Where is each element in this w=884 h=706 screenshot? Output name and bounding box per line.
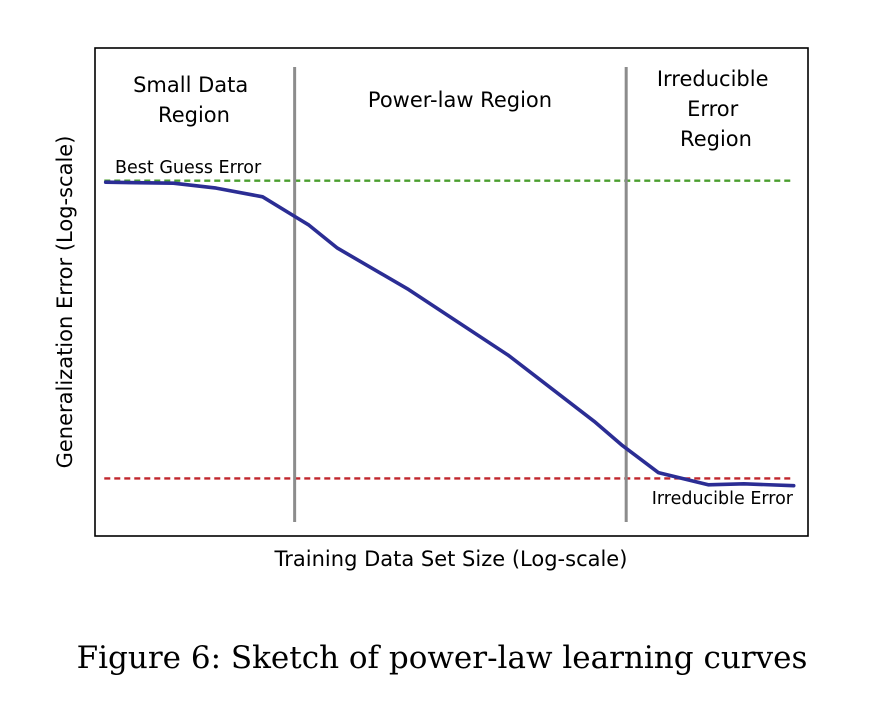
- plot-frame: [94, 47, 809, 537]
- region-label-power-law: Power-law Region: [368, 88, 552, 112]
- region-label-small-data-line-2: Region: [158, 103, 230, 127]
- x-axis-label: Training Data Set Size (Log-scale): [274, 547, 628, 571]
- region-label-irreducible-line-3: Region: [680, 127, 752, 151]
- irreducible-error-label: Irreducible Error: [652, 489, 794, 509]
- region-label-small-data-line-1: Small Data: [133, 73, 248, 97]
- region-label-irreducible: Irreducible Error Region: [657, 67, 775, 151]
- region-label-irreducible-line-1: Irreducible: [657, 67, 769, 91]
- y-axis-label: Generalization Error (Log-scale): [53, 136, 77, 469]
- learning-curve-series: [103, 180, 796, 488]
- region-label-irreducible-line-2: Error: [687, 97, 739, 121]
- best-guess-error-label: Best Guess Error: [115, 158, 262, 178]
- figure-caption: Figure 6: Sketch of power-law learning c…: [76, 640, 808, 676]
- region-label-power-law-line-1: Power-law Region: [368, 88, 552, 112]
- region-label-small-data: Small Data Region: [133, 73, 255, 127]
